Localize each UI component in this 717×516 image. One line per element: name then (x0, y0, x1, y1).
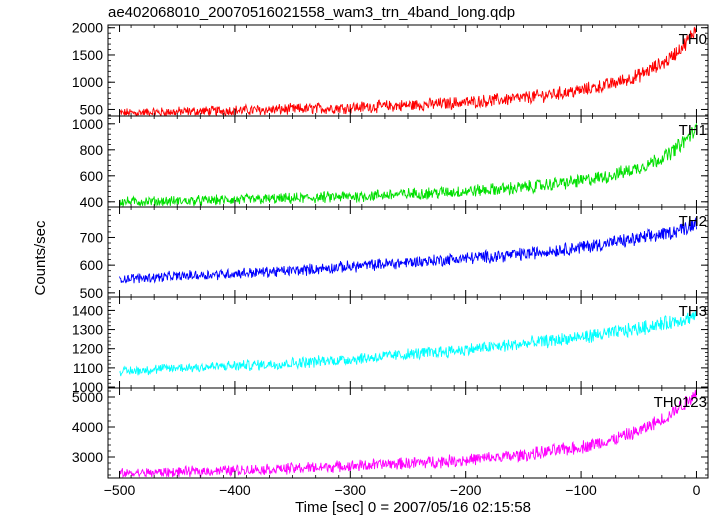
chart-title: ae402068010_20070516021558_wam3_trn_4ban… (108, 4, 516, 21)
x-tick-label: −300 (335, 482, 367, 498)
y-tick-label: 700 (80, 229, 104, 245)
y-tick-label: 600 (80, 168, 104, 184)
y-tick-label: 1400 (72, 302, 103, 318)
y-tick-label: 1200 (72, 341, 103, 357)
x-tick-label: −500 (104, 482, 136, 498)
panel-th2: 500 600 700 TH2 (80, 206, 709, 301)
y-tick-label: 1300 (72, 322, 103, 338)
y-tick-label: 3000 (72, 449, 103, 465)
y-tick-label: 1500 (72, 47, 103, 63)
y-tick-label: 1000 (72, 116, 103, 132)
panel-label-th3: TH3 (679, 303, 707, 320)
panel-frame (107, 296, 709, 389)
y-tick-label: 600 (80, 257, 104, 273)
y-tick-label: 400 (80, 194, 104, 210)
panel-label-th1: TH1 (679, 122, 707, 139)
panel-label-th0123: TH0123 (654, 394, 707, 411)
x-tick-label: −100 (565, 482, 597, 498)
series-line-th3 (119, 310, 697, 377)
panel-th0123: 3000 4000 5000 TH0123 (72, 387, 709, 479)
panel-frame (107, 24, 709, 117)
panel-th1: 400 600 800 1000 TH1 (72, 115, 709, 210)
panel-label-th2: TH2 (679, 213, 707, 230)
y-tick-label: 4000 (72, 419, 103, 435)
y-tick-label: 500 (80, 285, 104, 301)
panel-label-th0: TH0 (679, 31, 707, 48)
series-line-th2 (119, 216, 697, 284)
y-tick-label: 1000 (72, 379, 103, 395)
y-tick-label: 500 (80, 101, 104, 117)
series-line-th1 (119, 123, 697, 208)
y-axis-label: Counts/sec (32, 220, 49, 296)
series-line-th0 (119, 26, 697, 117)
series-line-th0123 (119, 389, 697, 478)
y-tick-label: 2000 (72, 20, 103, 36)
y-tick-label: 1100 (73, 360, 103, 376)
y-tick-label: 5000 (72, 389, 103, 405)
y-tick-label: 800 (80, 142, 104, 158)
x-tick-label: −400 (219, 482, 251, 498)
panel-th0: 500 1000 1500 2000 TH0 (72, 20, 709, 117)
x-tick-label: −200 (450, 482, 482, 498)
x-tick-label: 0 (693, 482, 701, 498)
panel-frame (107, 206, 709, 298)
panel-th3: 1000 1100 1200 1300 1400 TH3 (72, 296, 709, 395)
x-axis-label: Time [sec] 0 = 2007/05/16 02:15:58 (295, 499, 531, 516)
y-tick-label: 1000 (72, 74, 103, 90)
